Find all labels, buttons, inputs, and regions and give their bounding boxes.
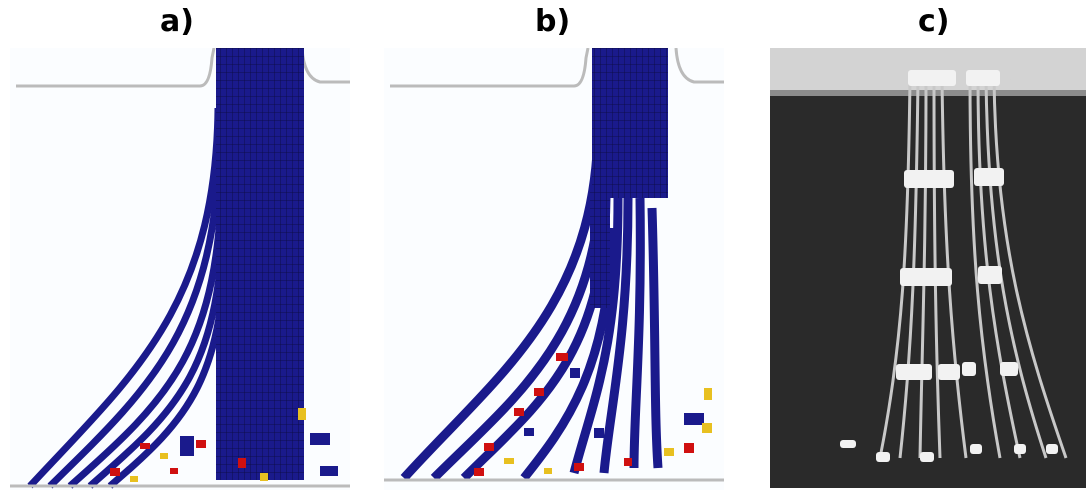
panel-label-b: b) (535, 4, 571, 39)
panel-c-photo (770, 48, 1086, 488)
fragments-a (110, 408, 338, 482)
panel-label-c: c) (918, 4, 950, 39)
fragments-b (474, 353, 712, 476)
panel-b-image (384, 48, 724, 490)
fiber-markers (840, 70, 1058, 462)
panel-label-a: a) (160, 4, 194, 39)
panel-c-image (770, 48, 1086, 488)
panel-b-simulation (384, 48, 724, 490)
panel-a-image (10, 48, 350, 490)
panel-a-simulation (10, 48, 350, 490)
